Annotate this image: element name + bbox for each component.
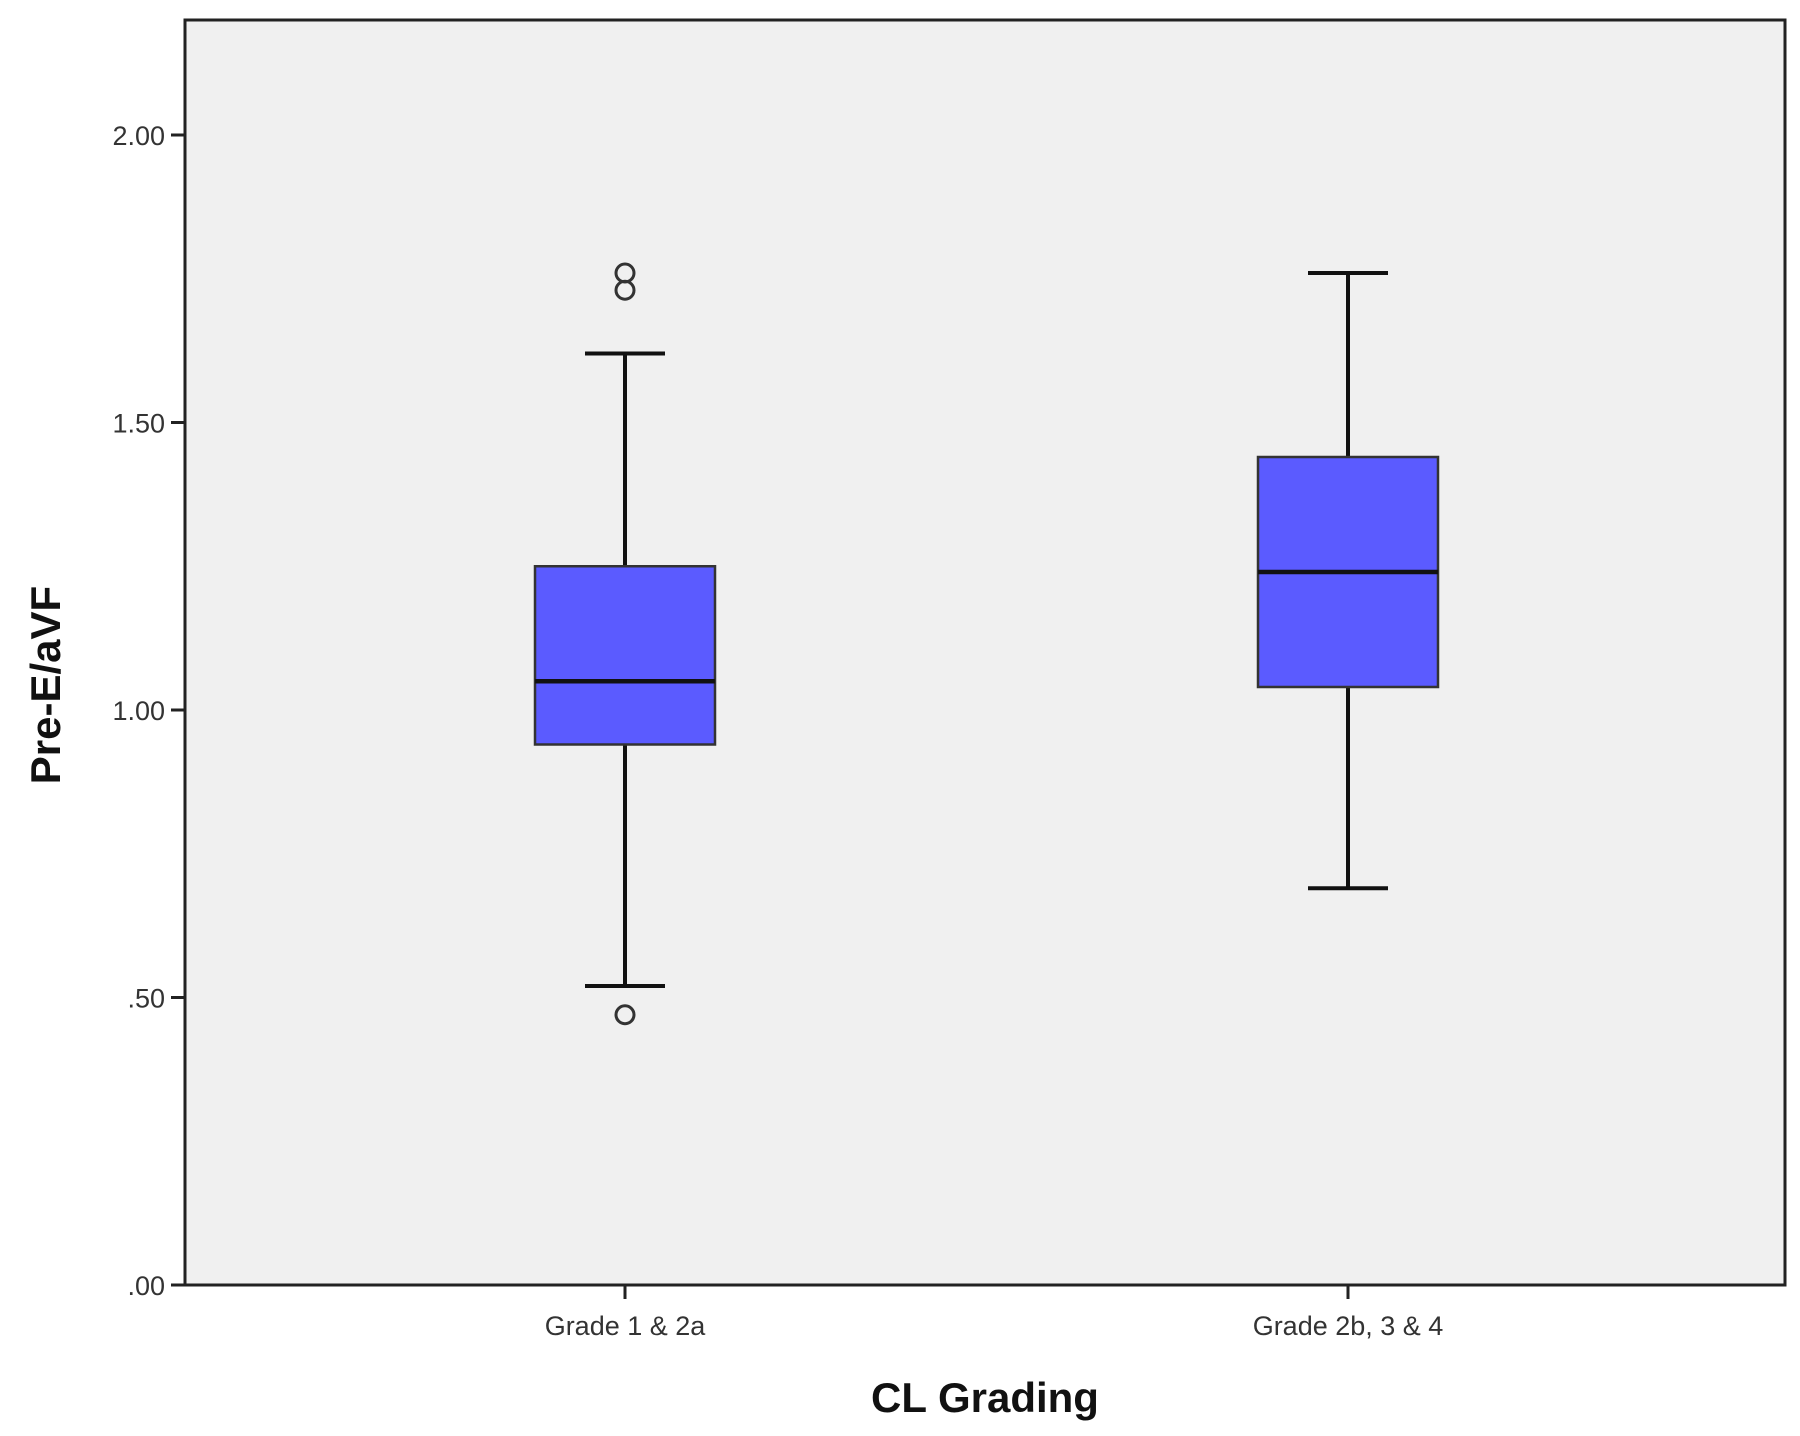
y-tick-label-4: 2.00: [112, 121, 165, 151]
y-tick-label-0: .00: [127, 1271, 165, 1301]
y-axis: .00 .50 1.00 1.50 2.00: [112, 121, 185, 1301]
y-tick-label-2: 1.00: [112, 696, 165, 726]
x-axis-title: CL Grading: [871, 1374, 1099, 1421]
y-tick-label-3: 1.50: [112, 409, 165, 439]
boxes-layer: [533, 262, 1440, 1026]
outlier-0-1: [614, 279, 636, 301]
box-group-1: [1256, 271, 1440, 891]
iqr-box-0: [533, 565, 717, 746]
box-group-0: [533, 262, 717, 1026]
plot-area: [183, 18, 1787, 1287]
outlier-0-2: [614, 1004, 636, 1026]
x-tick-label-0: Grade 1 & 2a: [545, 1311, 707, 1341]
y-tick-label-1: .50: [127, 984, 165, 1014]
x-axis: Grade 1 & 2a Grade 2b, 3 & 4: [545, 1285, 1444, 1341]
x-tick-label-1: Grade 2b, 3 & 4: [1253, 1311, 1444, 1341]
y-axis-title: Pre-E/aVF: [22, 586, 69, 784]
